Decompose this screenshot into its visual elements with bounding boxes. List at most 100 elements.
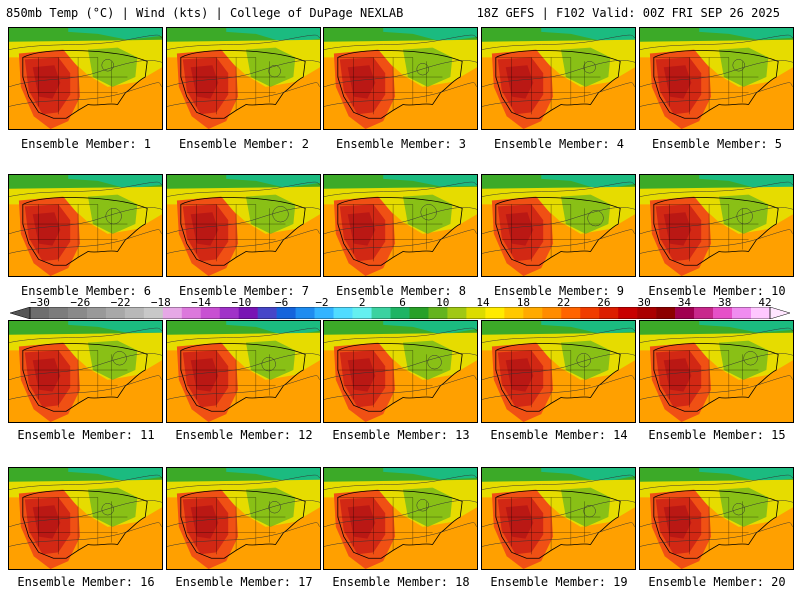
ensemble-member-caption: Ensemble Member: 6 xyxy=(20,284,152,298)
colorbar-tick-label: 34 xyxy=(677,296,692,309)
ensemble-member-caption: Ensemble Member: 5 xyxy=(651,137,783,151)
colorbar-swatch xyxy=(599,307,619,319)
ensemble-member-caption: Ensemble Member: 8 xyxy=(335,284,467,298)
ensemble-member-caption: Ensemble Member: 3 xyxy=(335,137,467,151)
colorbar-tick-label: 6 xyxy=(399,296,406,309)
colorbar-swatch xyxy=(466,307,486,319)
colorbar-swatch xyxy=(732,307,752,319)
temperature-colorbar xyxy=(10,307,790,319)
ensemble-member-map xyxy=(323,320,478,423)
ensemble-member-map xyxy=(166,320,321,423)
colorbar-swatch xyxy=(276,307,296,319)
colorbar-swatch xyxy=(333,307,353,319)
colorbar-tick-label: 10 xyxy=(436,296,450,309)
colorbar-swatch xyxy=(523,307,543,319)
colorbar-tick-label: 26 xyxy=(597,296,611,309)
ensemble-member-caption: Ensemble Member: 2 xyxy=(178,137,310,151)
ensemble-member-caption: Ensemble Member: 13 xyxy=(332,428,470,442)
colorbar-swatch xyxy=(637,307,657,319)
ensemble-member-caption: Ensemble Member: 17 xyxy=(175,575,313,589)
colorbar-swatch xyxy=(428,307,448,319)
ensemble-member-map xyxy=(323,27,478,130)
ensemble-member-map xyxy=(481,174,636,277)
ensemble-member-caption: Ensemble Member: 9 xyxy=(493,284,625,298)
ensemble-member-map xyxy=(166,27,321,130)
ensemble-member-map xyxy=(8,27,163,130)
colorbar-swatch xyxy=(675,307,695,319)
ensemble-member-caption: Ensemble Member: 19 xyxy=(490,575,628,589)
colorbar-swatch xyxy=(162,307,183,319)
ensemble-member-caption: Ensemble Member: 10 xyxy=(648,284,786,298)
colorbar-swatch xyxy=(143,307,164,319)
ensemble-member-caption: Ensemble Member: 16 xyxy=(17,575,155,589)
colorbar-swatch xyxy=(30,307,50,319)
colorbar-swatch xyxy=(485,307,505,319)
ensemble-member-caption: Ensemble Member: 18 xyxy=(332,575,470,589)
colorbar-tick-label: −6 xyxy=(275,296,289,309)
colorbar-swatch xyxy=(618,307,638,319)
colorbar-swatch xyxy=(580,307,600,319)
ensemble-member-map xyxy=(323,174,478,277)
colorbar-tick-label: −22 xyxy=(110,296,131,309)
ensemble-member-map xyxy=(639,174,794,277)
ensemble-member-caption: Ensemble Member: 1 xyxy=(20,137,152,151)
colorbar-swatch xyxy=(561,307,581,319)
colorbar-swatch xyxy=(200,307,221,319)
colorbar-tick-label: 14 xyxy=(476,296,490,309)
colorbar-swatch xyxy=(656,307,676,319)
colorbar-swatch xyxy=(238,307,258,319)
ensemble-member-map xyxy=(8,174,163,277)
ensemble-member-map xyxy=(481,27,636,130)
colorbar-swatch xyxy=(751,307,771,319)
colorbar-tick-label: −26 xyxy=(70,296,91,309)
ensemble-member-map xyxy=(639,467,794,570)
colorbar-tick-label: −14 xyxy=(191,296,212,309)
colorbar-tick-label: 22 xyxy=(556,296,571,309)
colorbar-tick-label: −10 xyxy=(231,296,252,309)
colorbar-swatch xyxy=(542,307,562,319)
colorbar-min-arrow xyxy=(10,307,31,319)
ensemble-member-map xyxy=(8,320,163,423)
ensemble-member-caption: Ensemble Member: 12 xyxy=(175,428,313,442)
colorbar-swatch xyxy=(105,307,126,319)
colorbar-swatch xyxy=(257,307,277,319)
colorbar-swatch xyxy=(447,307,467,319)
colorbar-swatch xyxy=(124,307,145,319)
colorbar-tick-label: −2 xyxy=(315,296,329,309)
colorbar-swatch xyxy=(295,307,315,319)
colorbar-swatch xyxy=(48,307,69,319)
colorbar-swatch xyxy=(67,307,88,319)
ensemble-member-caption: Ensemble Member: 7 xyxy=(178,284,310,298)
ensemble-member-caption: Ensemble Member: 14 xyxy=(490,428,628,442)
colorbar-swatch xyxy=(713,307,733,319)
ensemble-member-map xyxy=(481,467,636,570)
colorbar-swatch xyxy=(352,307,372,319)
colorbar-max-arrow xyxy=(769,307,790,319)
colorbar-tick-label: −18 xyxy=(150,296,171,309)
valid-time-title: 18Z GEFS | F102 Valid: 00Z FRI SEP 26 20… xyxy=(476,6,780,20)
colorbar-swatch xyxy=(694,307,714,319)
colorbar-swatch xyxy=(314,307,334,319)
colorbar-swatch xyxy=(181,307,202,319)
ensemble-member-caption: Ensemble Member: 11 xyxy=(17,428,155,442)
ensemble-member-map xyxy=(166,467,321,570)
chart-title: 850mb Temp (°C) | Wind (kts) | College o… xyxy=(6,6,404,20)
ensemble-member-map xyxy=(639,320,794,423)
colorbar-tick-label: 42 xyxy=(758,296,772,309)
ensemble-member-map xyxy=(323,467,478,570)
colorbar-tick-label: 18 xyxy=(516,296,530,309)
ensemble-member-caption: Ensemble Member: 20 xyxy=(648,575,786,589)
colorbar-swatch xyxy=(86,307,107,319)
colorbar-swatch xyxy=(371,307,391,319)
colorbar-tick-label: 38 xyxy=(718,296,732,309)
colorbar-tick-label: −30 xyxy=(30,296,50,309)
ensemble-member-caption: Ensemble Member: 4 xyxy=(493,137,625,151)
colorbar-tick-label: 30 xyxy=(637,296,651,309)
ensemble-member-map xyxy=(166,174,321,277)
colorbar-swatch xyxy=(409,307,429,319)
colorbar-swatch xyxy=(219,307,240,319)
ensemble-member-map xyxy=(8,467,163,570)
ensemble-member-caption: Ensemble Member: 15 xyxy=(648,428,786,442)
ensemble-member-map xyxy=(481,320,636,423)
colorbar-outline xyxy=(29,307,771,319)
